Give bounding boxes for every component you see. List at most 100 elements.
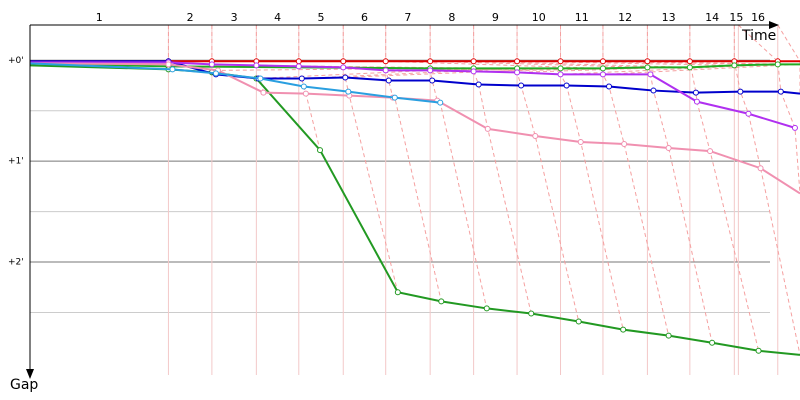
lap-label: 16	[751, 11, 765, 24]
y-tick-label: +0'	[8, 56, 24, 66]
lap-label: 5	[318, 11, 325, 24]
point	[260, 89, 267, 96]
point	[295, 58, 302, 65]
point	[686, 64, 693, 71]
point	[391, 94, 398, 101]
lap-label: 4	[274, 11, 281, 24]
point	[470, 58, 477, 65]
point	[731, 62, 738, 69]
point	[514, 58, 521, 65]
point	[169, 66, 176, 73]
lap-connector	[385, 25, 603, 302]
point	[791, 124, 798, 131]
point	[774, 61, 781, 68]
point	[427, 58, 434, 65]
point	[208, 61, 215, 68]
point	[757, 165, 764, 172]
point	[621, 141, 628, 148]
point	[394, 289, 401, 296]
point	[437, 99, 444, 106]
point	[557, 65, 564, 72]
lap-label: 3	[231, 11, 238, 24]
point	[340, 58, 347, 65]
point	[745, 110, 752, 117]
point	[295, 63, 302, 70]
lap-label: 6	[361, 11, 368, 24]
lap-label: 11	[575, 11, 589, 24]
series-line	[29, 62, 800, 195]
point	[606, 83, 613, 90]
point	[165, 61, 172, 68]
point	[737, 88, 744, 95]
point	[382, 58, 389, 65]
lap-connector	[738, 24, 800, 194]
series-line	[29, 64, 800, 356]
point	[620, 326, 627, 333]
series-line	[29, 62, 441, 104]
lap-label: 2	[187, 11, 194, 24]
point	[557, 71, 564, 78]
point	[599, 71, 606, 78]
point	[382, 67, 389, 74]
point	[599, 65, 606, 72]
point	[317, 147, 324, 154]
lap-label: 13	[662, 11, 676, 24]
point	[470, 68, 477, 75]
lap-label: 7	[404, 11, 411, 24]
lap-label: 12	[618, 11, 632, 24]
point	[340, 64, 347, 71]
point	[644, 64, 651, 71]
point	[253, 62, 260, 69]
lap-connector	[689, 25, 760, 351]
lap-label: 10	[532, 11, 546, 24]
point	[557, 58, 564, 65]
point	[345, 88, 352, 95]
lap-connector	[298, 25, 518, 151]
point	[709, 339, 716, 346]
point	[528, 310, 535, 317]
point	[532, 132, 539, 139]
point	[302, 90, 309, 97]
point	[257, 75, 264, 82]
point	[429, 77, 436, 84]
point	[650, 87, 657, 94]
point	[518, 82, 525, 89]
lap-connector	[733, 25, 800, 355]
lap-connector	[602, 25, 800, 336]
point	[686, 58, 693, 65]
point	[475, 81, 482, 88]
series-line	[30, 61, 796, 129]
point	[693, 98, 700, 105]
lap-connector	[646, 25, 713, 343]
point	[665, 145, 672, 152]
y-tick-label: +2'	[8, 258, 24, 268]
point	[577, 139, 584, 146]
y-axis-title: Gap	[10, 377, 38, 393]
point	[385, 77, 392, 84]
point	[647, 71, 654, 78]
point	[438, 298, 445, 305]
point	[300, 83, 307, 90]
point	[665, 332, 672, 339]
point	[599, 58, 606, 65]
x-axis-title: Time	[741, 28, 776, 44]
point	[342, 74, 349, 81]
y-tick-label: +1'	[8, 157, 24, 167]
point	[692, 89, 699, 96]
point	[644, 58, 651, 65]
point	[484, 125, 491, 132]
lap-label: 14	[705, 11, 719, 24]
lap-connector	[255, 25, 474, 93]
point	[514, 69, 521, 76]
point	[707, 148, 714, 155]
point	[755, 347, 762, 354]
point	[427, 67, 434, 74]
point	[563, 82, 570, 89]
point	[483, 305, 490, 312]
lap-label: 15	[729, 11, 743, 24]
point	[777, 88, 784, 95]
lap-connector	[777, 24, 800, 94]
point	[575, 318, 582, 325]
point	[298, 75, 305, 82]
